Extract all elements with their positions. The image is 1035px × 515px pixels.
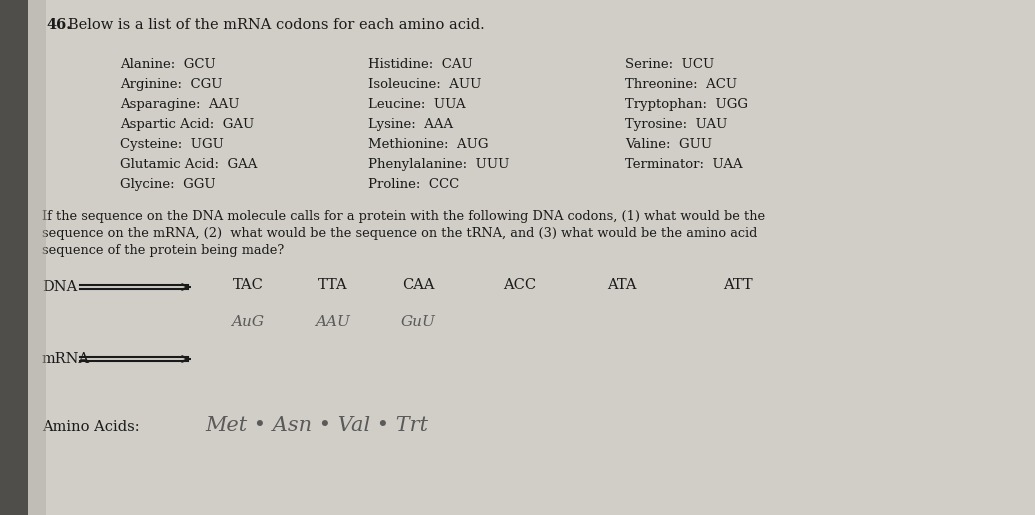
Text: DNA: DNA <box>42 280 78 294</box>
Text: Met • Asn • Val • Trt: Met • Asn • Val • Trt <box>205 416 428 435</box>
Text: ATA: ATA <box>608 278 637 292</box>
Text: Valine:  GUU: Valine: GUU <box>625 138 712 151</box>
Text: sequence of the protein being made?: sequence of the protein being made? <box>42 244 285 257</box>
Text: Threonine:  ACU: Threonine: ACU <box>625 78 737 91</box>
Text: Tryptophan:  UGG: Tryptophan: UGG <box>625 98 748 111</box>
Text: Leucine:  UUA: Leucine: UUA <box>368 98 466 111</box>
Text: Asparagine:  AAU: Asparagine: AAU <box>120 98 239 111</box>
Text: Proline:  CCC: Proline: CCC <box>368 178 460 191</box>
Bar <box>28 0 46 515</box>
Text: TTA: TTA <box>318 278 348 292</box>
Text: AAU: AAU <box>316 315 351 329</box>
Text: Below is a list of the mRNA codons for each amino acid.: Below is a list of the mRNA codons for e… <box>68 18 484 32</box>
Text: Serine:  UCU: Serine: UCU <box>625 58 714 71</box>
Text: Glutamic Acid:  GAA: Glutamic Acid: GAA <box>120 158 258 171</box>
Text: ACC: ACC <box>503 278 536 292</box>
Text: Phenylalanine:  UUU: Phenylalanine: UUU <box>368 158 509 171</box>
Text: Lysine:  AAA: Lysine: AAA <box>368 118 453 131</box>
Text: sequence on the mRNA, (2)  what would be the sequence on the tRNA, and (3) what : sequence on the mRNA, (2) what would be … <box>42 227 758 240</box>
Text: Glycine:  GGU: Glycine: GGU <box>120 178 215 191</box>
Text: Isoleucine:  AUU: Isoleucine: AUU <box>368 78 481 91</box>
Text: Arginine:  CGU: Arginine: CGU <box>120 78 223 91</box>
Text: mRNA: mRNA <box>42 352 90 366</box>
Text: Alanine:  GCU: Alanine: GCU <box>120 58 215 71</box>
Text: GuU: GuU <box>401 315 436 329</box>
Text: Aspartic Acid:  GAU: Aspartic Acid: GAU <box>120 118 255 131</box>
Text: Histidine:  CAU: Histidine: CAU <box>368 58 473 71</box>
Text: Methionine:  AUG: Methionine: AUG <box>368 138 489 151</box>
Text: If the sequence on the DNA molecule calls for a protein with the following DNA c: If the sequence on the DNA molecule call… <box>42 210 765 223</box>
Text: Cysteine:  UGU: Cysteine: UGU <box>120 138 224 151</box>
Text: Tyrosine:  UAU: Tyrosine: UAU <box>625 118 728 131</box>
Text: CAA: CAA <box>402 278 435 292</box>
Text: TAC: TAC <box>233 278 264 292</box>
Text: AuG: AuG <box>232 315 265 329</box>
Text: ATT: ATT <box>723 278 752 292</box>
Text: Amino Acids:: Amino Acids: <box>42 420 140 434</box>
Text: 46.: 46. <box>46 18 71 32</box>
Bar <box>0 0 28 515</box>
Text: Terminator:  UAA: Terminator: UAA <box>625 158 743 171</box>
